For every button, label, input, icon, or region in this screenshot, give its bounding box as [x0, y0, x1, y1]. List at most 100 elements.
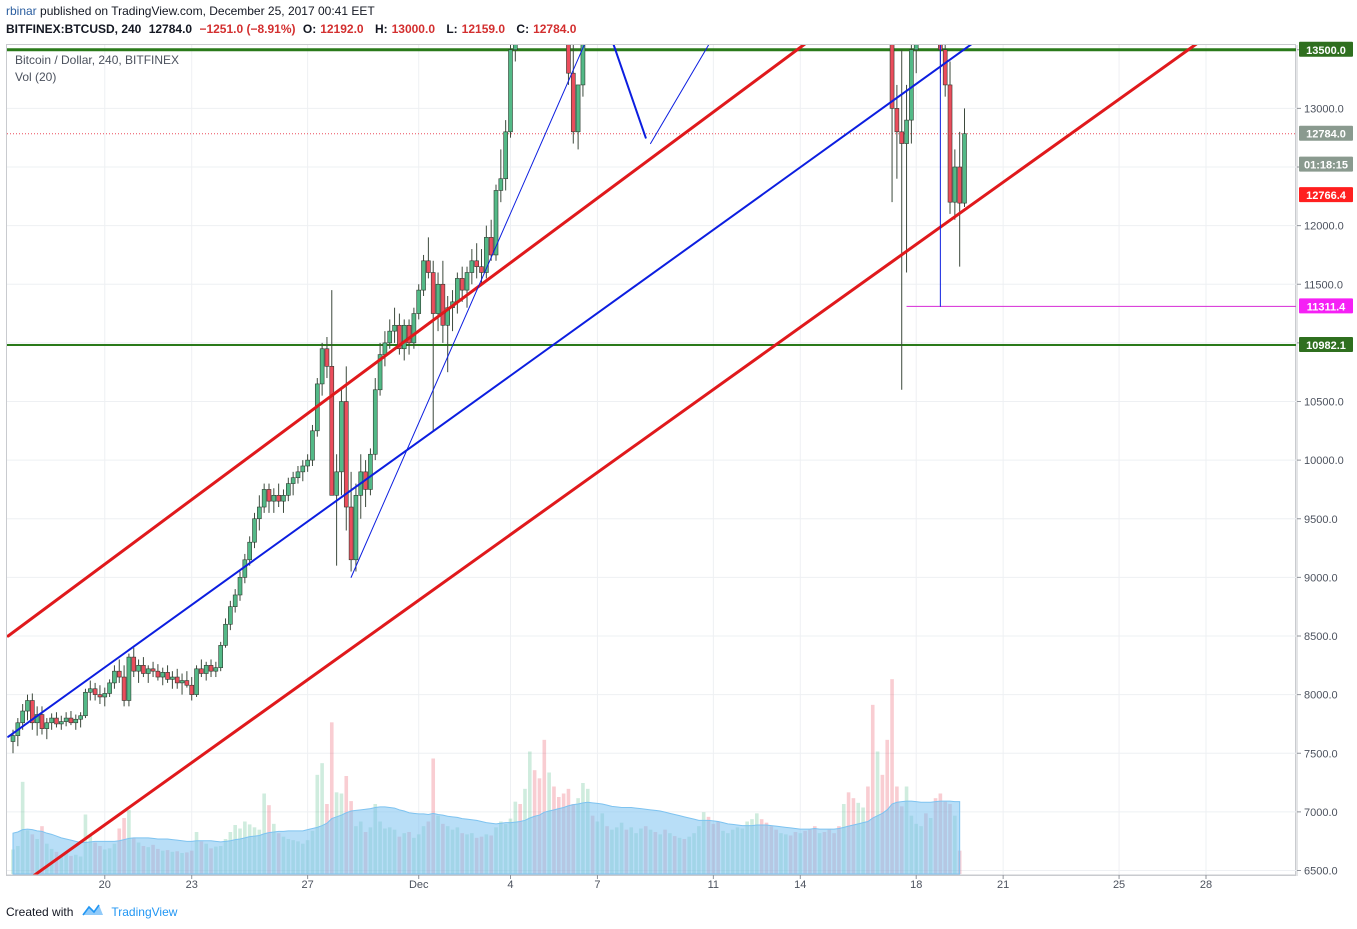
price-tick-label: 9500.0 — [1304, 514, 1338, 526]
candle — [300, 460, 306, 482]
candle-body — [334, 471, 339, 496]
candle — [947, 61, 953, 214]
candle-body — [160, 672, 166, 678]
candle — [160, 667, 166, 686]
candle — [63, 712, 69, 727]
candle-body — [324, 348, 330, 367]
candle — [913, 45, 919, 74]
candle-body — [131, 656, 137, 672]
candle — [39, 706, 45, 735]
candle — [237, 571, 243, 601]
author-name[interactable]: rbinar — [6, 4, 37, 18]
candle-body — [459, 278, 465, 291]
price-tick-label: 8000.0 — [1304, 690, 1338, 702]
horizontal-lines — [7, 48, 1296, 346]
candle — [889, 45, 895, 203]
candle — [34, 706, 40, 736]
created-with-label: Created with — [6, 904, 74, 919]
candle-body — [194, 668, 199, 695]
footer: Created with TradingView — [6, 903, 177, 920]
candle — [459, 266, 465, 302]
candle — [44, 718, 50, 740]
tradingview-logo-icon[interactable] — [81, 903, 105, 920]
candle-body — [484, 237, 489, 273]
candle — [518, 0, 522, 26]
price-label-box — [1299, 125, 1353, 141]
candle — [290, 471, 296, 496]
candle — [392, 307, 397, 343]
symbol-bar: BITFINEX:BTCUSD, 240 12784.0 −1251.0 (−8… — [6, 22, 584, 36]
candle-body — [232, 594, 238, 607]
price-tick-label: 7000.0 — [1304, 807, 1338, 819]
candle-body — [570, 72, 576, 133]
candle-body — [179, 680, 185, 684]
candle-body — [329, 366, 335, 496]
candle — [49, 713, 54, 730]
candle — [894, 84, 900, 179]
candle-body — [145, 668, 151, 674]
candle-body — [498, 178, 504, 191]
candle — [232, 589, 238, 613]
candle — [450, 290, 455, 332]
candle-body — [247, 541, 252, 561]
candle — [455, 272, 460, 314]
candle — [469, 249, 475, 285]
price-change: −1251.0 (−8.91%) — [199, 22, 296, 36]
candle-body — [257, 506, 262, 520]
candle-body — [894, 108, 900, 133]
candle-body — [952, 166, 958, 203]
price-tick-label: 11500.0 — [1304, 279, 1343, 291]
candle-body — [281, 494, 286, 502]
price-tick-label: 10500.0 — [1304, 397, 1344, 409]
price-label-box — [1299, 187, 1353, 203]
candle — [474, 243, 479, 279]
price-label-box — [1299, 41, 1353, 57]
close-label: C: — [516, 22, 530, 36]
volume-legend[interactable]: Vol (20) — [15, 70, 57, 84]
candle — [962, 108, 967, 207]
candle-body — [348, 506, 354, 561]
candle — [223, 618, 228, 648]
candle — [435, 272, 441, 332]
volume-bar — [542, 739, 547, 874]
candle-body — [518, 0, 522, 15]
price-label-text: 12784.0 — [1306, 129, 1346, 141]
candle — [112, 665, 117, 689]
candle — [199, 659, 204, 678]
price-tick-label: 10000.0 — [1304, 455, 1344, 467]
candle — [58, 715, 64, 730]
candle-body — [430, 272, 436, 314]
price-tick-label: 9000.0 — [1304, 572, 1338, 584]
candle — [179, 673, 185, 695]
candle — [377, 342, 383, 396]
candle-body — [49, 717, 54, 724]
candle — [97, 685, 103, 705]
candle-body — [271, 494, 277, 502]
tradingview-brand-link[interactable]: TradingView — [111, 904, 178, 919]
candle — [15, 718, 21, 747]
candle-body — [387, 330, 393, 344]
low-value: 12159.0 — [461, 22, 506, 36]
series-legend[interactable]: Bitcoin / Dollar, 240, BITFINEX — [15, 53, 180, 67]
candle-body — [300, 465, 306, 473]
volume-bar — [528, 751, 532, 874]
candle — [203, 661, 209, 681]
candle-body — [30, 700, 35, 724]
candle — [353, 483, 359, 572]
candle-body — [78, 715, 83, 720]
candle — [411, 307, 417, 349]
trend-line — [612, 45, 647, 139]
candle — [141, 657, 146, 678]
candle — [919, 0, 923, 15]
candle-body — [39, 714, 45, 729]
price-label-text: 13500.0 — [1306, 45, 1346, 57]
candle — [155, 664, 161, 681]
candle — [276, 483, 281, 508]
candle-body — [165, 672, 170, 680]
time-tick-label: 14 — [794, 879, 806, 891]
candle — [580, 45, 586, 97]
candle — [566, 45, 571, 85]
trend-line — [32, 45, 1198, 875]
candle-body — [426, 260, 431, 273]
